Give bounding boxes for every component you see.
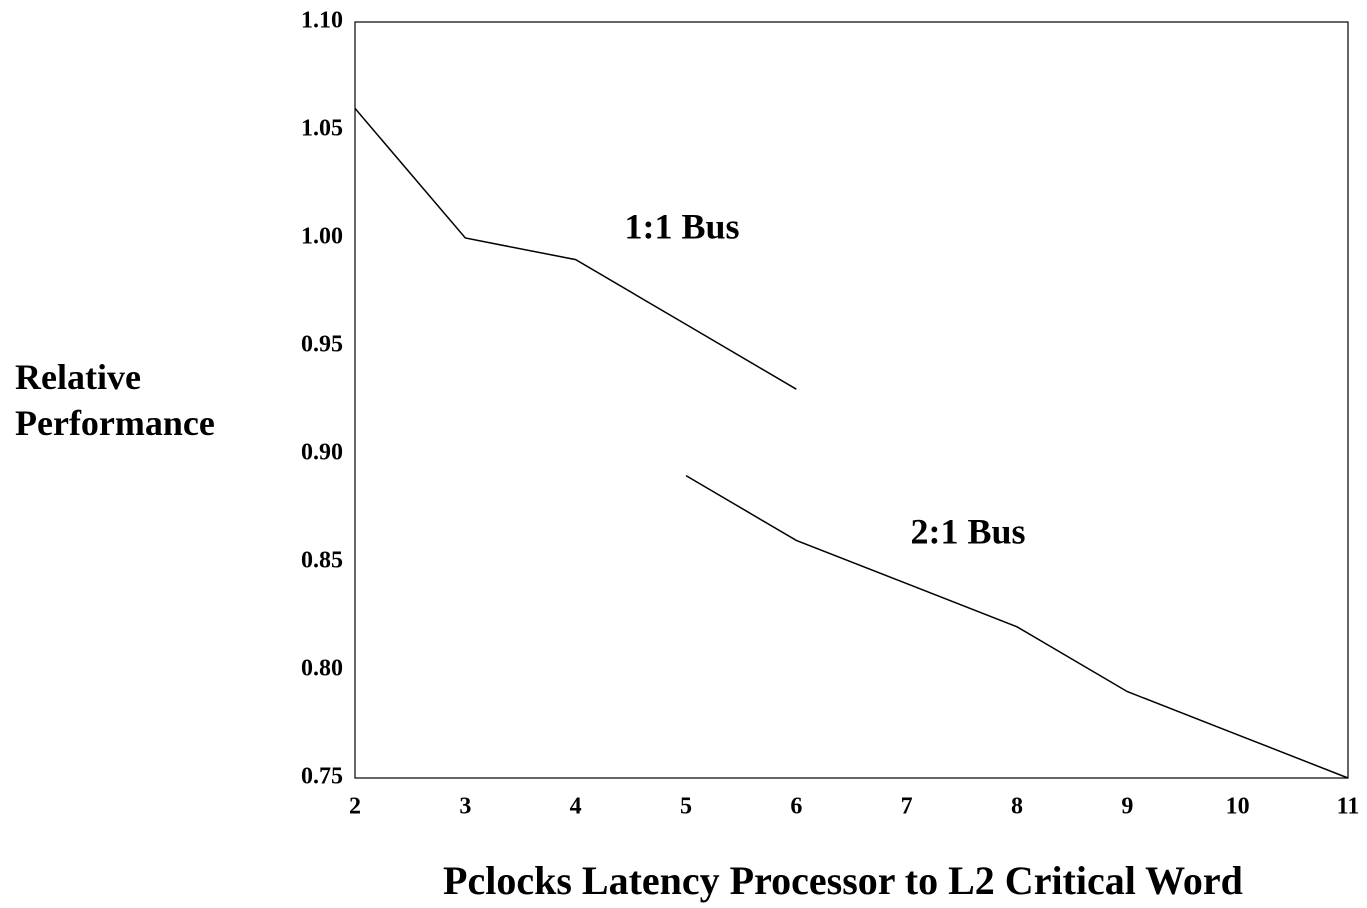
x-tick-label: 9: [1121, 794, 1133, 820]
x-tick-label: 5: [680, 794, 692, 820]
x-tick-label: 2: [349, 794, 361, 820]
y-tick-label: 0.85: [301, 548, 343, 574]
y-tick-label: 1.00: [301, 224, 343, 250]
y-tick-label: 1.10: [301, 8, 343, 34]
series-line: [685, 474, 1349, 779]
x-tick-label: 8: [1011, 794, 1023, 820]
y-tick-label: 1.05: [301, 116, 343, 142]
y-tick-label: 0.90: [301, 440, 343, 466]
x-tick-label: 4: [570, 794, 582, 820]
series-label: 2:1 Bus: [910, 511, 1025, 551]
x-tick-label: 7: [901, 794, 913, 820]
y-axis-label: Relative Performance: [15, 357, 215, 443]
y-tick-label: 0.80: [301, 656, 343, 682]
y-tick-label: 0.75: [301, 764, 343, 790]
plot-frame: [354, 21, 1349, 779]
x-tick-label: 11: [1337, 794, 1360, 820]
x-axis-label: Pclocks Latency Processor to L2 Critical…: [443, 858, 1243, 903]
x-tick-label: 6: [790, 794, 802, 820]
y-tick-label: 0.95: [301, 332, 343, 358]
series-line: [354, 107, 797, 390]
series-label: 1:1 Bus: [624, 206, 739, 246]
x-tick-label: 3: [459, 794, 471, 820]
x-tick-label: 10: [1226, 794, 1250, 820]
